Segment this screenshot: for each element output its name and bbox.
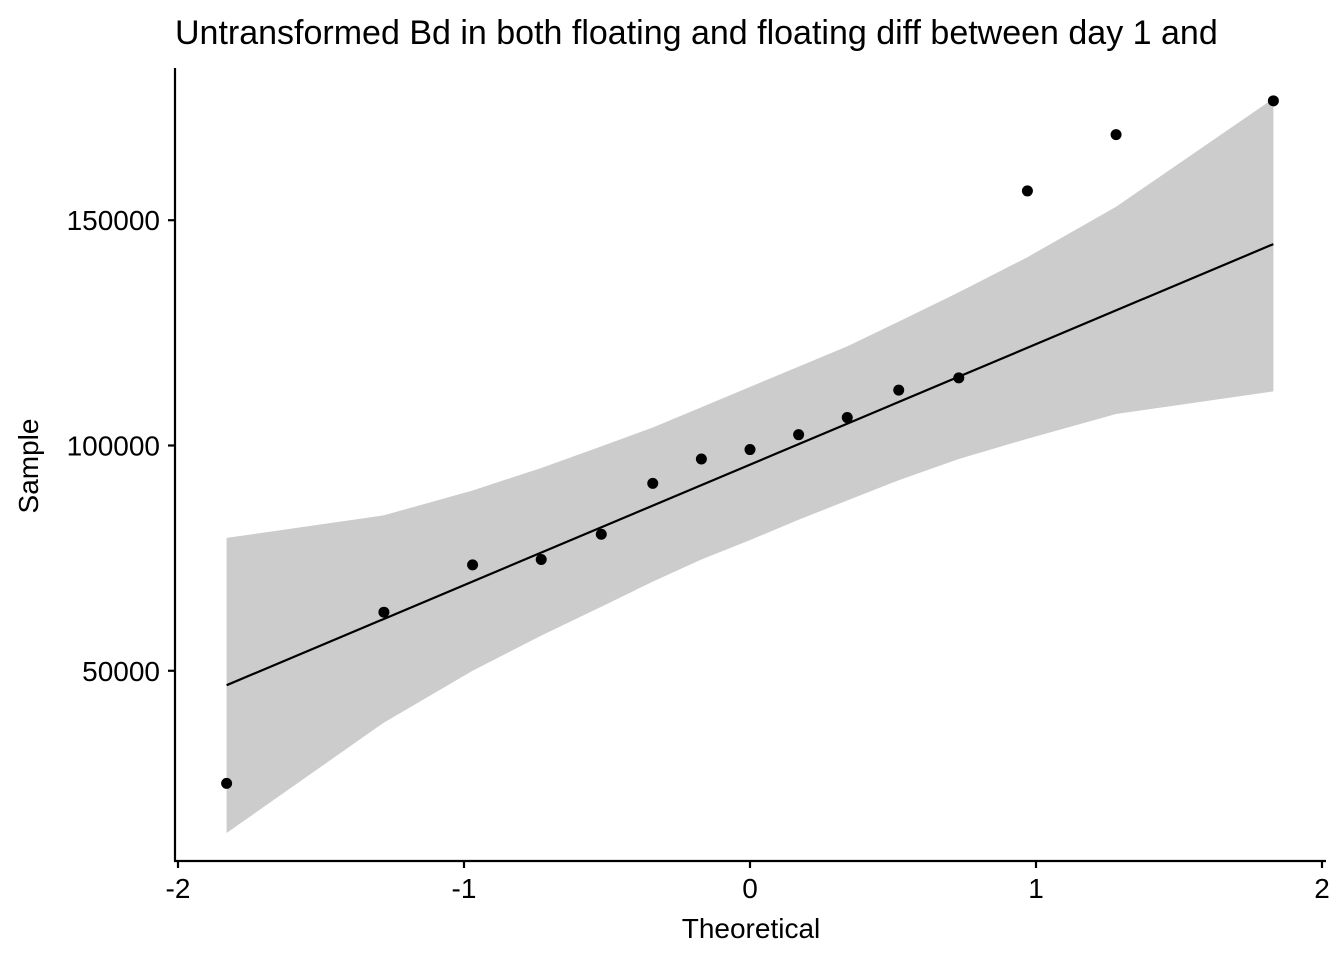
data-point-14 [1110,129,1122,141]
data-point-10 [841,412,853,424]
x-axis-label: Theoretical [682,913,821,944]
axes-layer: -2 -1 0 1 2 50000 100000 150000 [67,68,1330,904]
reference-line-layer [226,243,1274,687]
data-point-1 [221,777,233,789]
data-point-15 [1267,95,1279,107]
y-tick-label: 50000 [82,656,160,687]
data-point-6 [647,477,659,489]
data-point-2 [378,606,390,618]
reference-line [226,243,1274,687]
y-tick-label: 100000 [67,430,160,461]
x-tick-label: -2 [166,873,191,904]
x-tick-label: 2 [1314,873,1330,904]
x-tick-label: 0 [742,873,758,904]
x-tick-label: 1 [1028,873,1044,904]
data-point-3 [467,559,479,571]
data-point-7 [695,453,707,465]
data-points-layer [221,95,1279,789]
data-point-9 [793,429,805,441]
y-axis-label: Sample [13,419,44,514]
chart-title: Untransformed Bd in both floating and fl… [175,14,1218,52]
data-point-8 [744,444,756,456]
data-point-13 [1021,185,1033,197]
data-point-5 [595,528,607,540]
data-point-4 [535,553,547,565]
x-tick-label: -1 [452,873,477,904]
data-point-11 [893,384,905,396]
data-point-12 [953,372,965,384]
y-tick-label: 150000 [67,205,160,236]
